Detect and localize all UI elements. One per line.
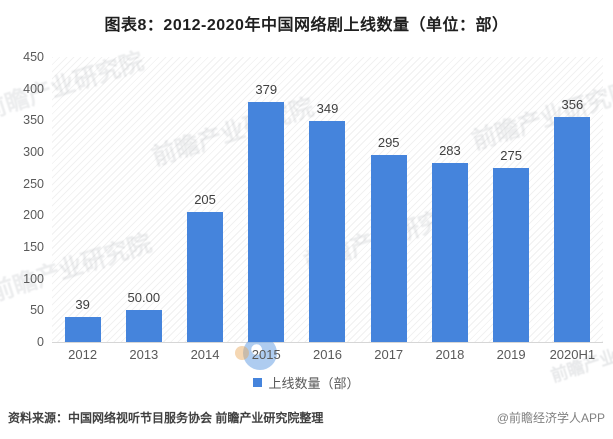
- y-tick-label: 100: [23, 271, 44, 286]
- bar-slot: 283: [419, 57, 480, 342]
- x-tick-label: 2019: [496, 347, 526, 362]
- bar-value-label: 275: [500, 147, 522, 163]
- source-text: 资料来源：中国网络视听节目服务协会 前瞻产业研究院整理: [8, 411, 324, 425]
- x-tick-label: 2017: [374, 347, 404, 362]
- x-axis: 2012 2013 2014 2015 2016 2017 2018 2019 2020H1: [52, 347, 603, 362]
- bar: [370, 155, 407, 342]
- bar: [493, 167, 530, 342]
- bar-slot: 205: [174, 57, 235, 342]
- y-tick-label: 150: [23, 240, 44, 254]
- x-tick-label: 2015: [251, 347, 281, 362]
- y-tick-label: 250: [23, 176, 44, 191]
- bar-value-label: 295: [377, 135, 400, 151]
- legend-label: 上线数量（部）: [268, 376, 360, 391]
- bar: [431, 162, 468, 342]
- x-tick-label: 2018: [435, 347, 465, 362]
- y-tick-label: 400: [23, 81, 44, 96]
- bar: [64, 317, 101, 342]
- bar-slot: 295: [358, 57, 419, 342]
- y-tick-label: 350: [23, 113, 44, 128]
- bar: [554, 116, 591, 342]
- bar: [187, 212, 224, 342]
- bar-value-label: 50.00: [127, 290, 161, 306]
- bar-value-label: 379: [255, 81, 278, 97]
- bar-slot: 379: [236, 57, 297, 342]
- bar-value-label: 205: [194, 192, 216, 208]
- bar-slot: 275: [481, 57, 542, 342]
- bar-slot: 50.00: [113, 57, 174, 342]
- bar: [309, 120, 346, 342]
- bar: [125, 310, 162, 342]
- bar-slot: 349: [297, 57, 358, 342]
- chart-title: 图表8：2012-2020年中国网络剧上线数量（单位：部）: [104, 17, 509, 34]
- y-tick-label: 450: [23, 50, 44, 64]
- y-tick-label: 300: [23, 145, 44, 159]
- bar-value-label: 39: [75, 297, 90, 313]
- footer: 资料来源：中国网络视听节目服务协会 前瞻产业研究院整理 @前瞻经济学人APP: [8, 409, 605, 426]
- x-tick-label: 2020H1: [549, 347, 596, 362]
- legend: 上线数量（部）: [0, 373, 613, 392]
- credit-text: @前瞻经济学人APP: [496, 411, 605, 425]
- y-tick-label: 50: [30, 303, 44, 318]
- bar-value-label: 349: [316, 100, 339, 116]
- x-tick-label: 2014: [190, 347, 220, 362]
- bar-value-label: 356: [561, 96, 584, 112]
- bars-container: 39 50.00 205 379 349 295 283 275 356: [52, 57, 603, 342]
- x-tick-label: 2013: [129, 347, 159, 362]
- x-tick-label: 2016: [313, 347, 342, 362]
- bar: [248, 101, 285, 342]
- bar-slot: 39: [52, 57, 113, 342]
- x-tick-label: 2012: [68, 347, 98, 362]
- bar-slot: 356: [542, 57, 603, 342]
- y-tick-label: 200: [23, 208, 44, 223]
- bar-value-label: 283: [439, 142, 461, 158]
- y-tick-label: 0: [37, 335, 44, 349]
- legend-swatch-icon: [253, 378, 263, 387]
